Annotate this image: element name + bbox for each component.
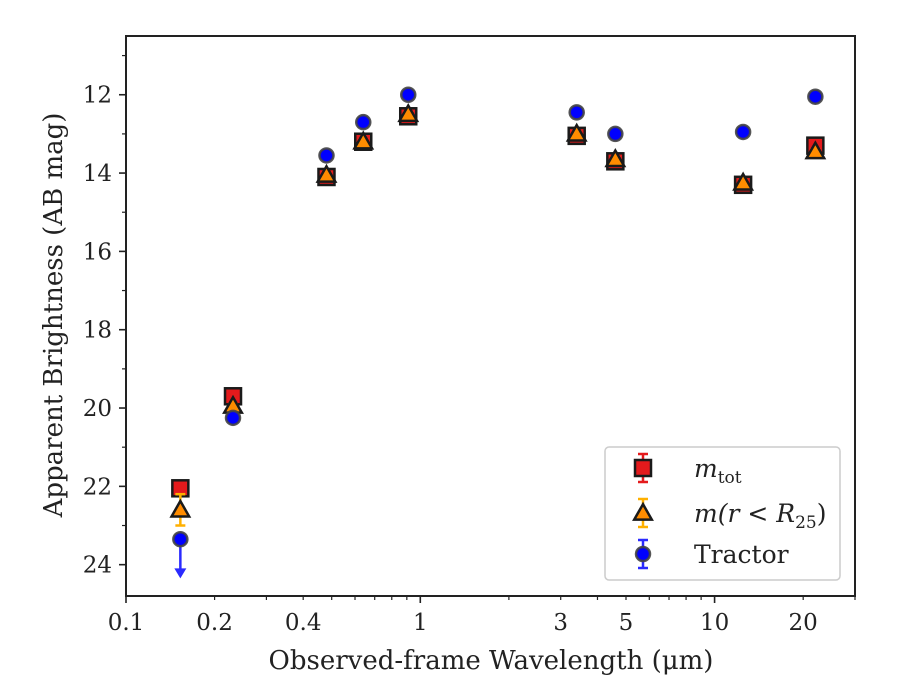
series-1-point <box>565 122 588 142</box>
legend-2-marker <box>634 545 652 563</box>
y-tick-label: 24 <box>83 553 112 579</box>
series-2-point <box>568 104 585 121</box>
x-tick-label: 0.4 <box>285 610 322 636</box>
series-2-point <box>355 113 372 131</box>
series-1-point <box>352 130 375 150</box>
series-2-point <box>607 125 624 143</box>
x-axis-title: Observed-frame Wavelength (μm) <box>269 646 714 676</box>
series-1-point <box>804 140 827 160</box>
series-1-point <box>315 163 338 183</box>
legend-box <box>604 446 841 581</box>
y-tick-label: 22 <box>83 474 112 500</box>
legend-2-label: Tractor <box>694 540 789 569</box>
series-1-point <box>604 148 627 168</box>
plot-frame <box>125 35 856 597</box>
series-2-point <box>734 123 752 141</box>
x-tick-label: 3 <box>553 610 568 636</box>
y-tick-label: 12 <box>83 83 112 109</box>
x-tick-label: 5 <box>619 610 634 636</box>
series-2-point <box>399 86 417 103</box>
x-tick-label: 0.1 <box>108 610 145 636</box>
legend-0-marker <box>633 458 653 478</box>
series-1-point <box>732 171 755 191</box>
series-2-point <box>318 147 335 164</box>
legend-0-label: mtot <box>694 454 742 488</box>
y-tick-label: 14 <box>83 161 112 187</box>
x-tick-label: 0.2 <box>196 610 233 636</box>
y-tick-label: 16 <box>83 239 112 265</box>
y-tick-label: 18 <box>83 318 112 344</box>
series-2-point <box>224 409 242 427</box>
y-tick-label: 20 <box>83 396 112 422</box>
x-tick-label: 10 <box>700 610 729 636</box>
plot-area: 0.1 0.2 0.4 1 3 5 10 20 12 14 16 18 20 22 24 mtot m(r < … <box>83 35 856 636</box>
legend-1-label: m(r < R25) <box>694 499 826 533</box>
x-tick-label: 20 <box>789 610 818 636</box>
y-axis-title: Apparent Brightness (AB mag) <box>39 113 69 519</box>
series-2-point <box>172 530 189 548</box>
series-2-point <box>807 88 824 105</box>
legend-1-marker <box>632 501 654 521</box>
series-1-point <box>169 498 192 518</box>
series-2-upper-limit-arrow <box>174 568 187 579</box>
series-1-point <box>397 103 420 123</box>
x-tick-label: 1 <box>413 610 428 636</box>
